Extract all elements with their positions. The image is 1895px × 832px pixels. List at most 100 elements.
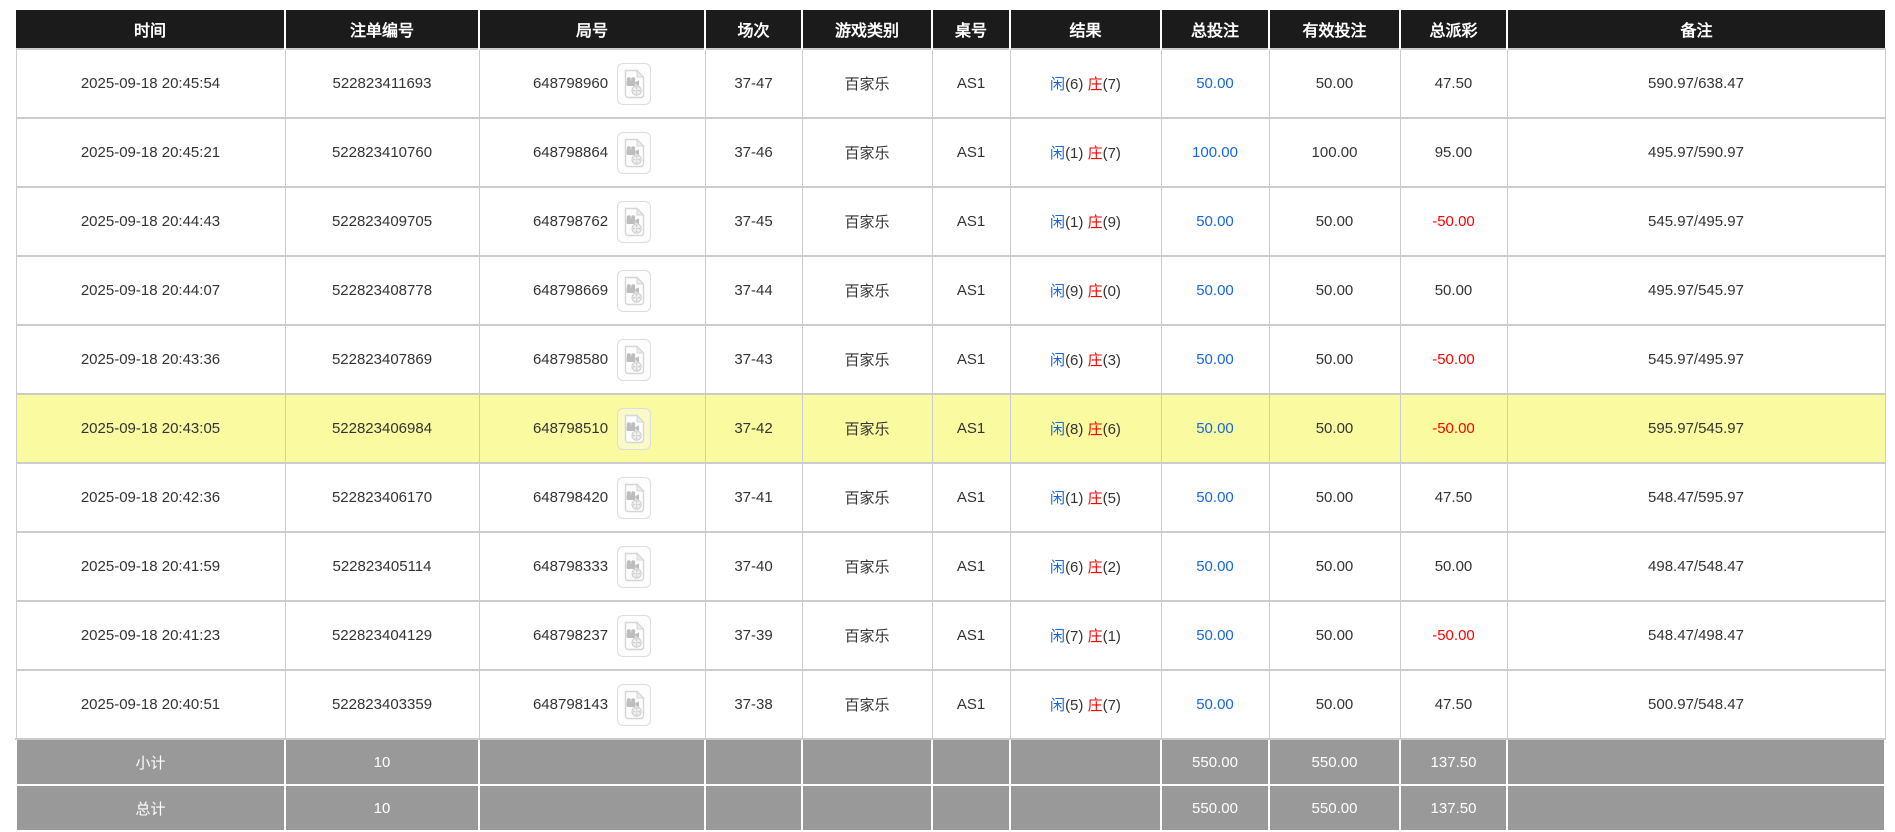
video-replay-button[interactable] (617, 62, 652, 105)
player-result-score: (6) (1065, 559, 1084, 576)
session-cell: 37-41 (704, 462, 803, 533)
total-bet-cell[interactable]: 50.00 (1160, 324, 1270, 395)
column-header-total-payout: 总派彩 (1399, 10, 1508, 49)
table-row[interactable]: 2025-09-18 20:40:51 522823403359 6487981… (15, 669, 1886, 740)
column-header-table-no: 桌号 (931, 10, 1011, 49)
result-cell: 闲(5) 庄(7) (1009, 669, 1162, 740)
subtotal-empty-cell (704, 739, 803, 786)
video-replay-button[interactable] (617, 269, 652, 312)
player-result-score: (1) (1065, 145, 1084, 162)
total-bet-cell[interactable]: 50.00 (1160, 531, 1270, 602)
video-replay-button[interactable] (617, 338, 652, 381)
bet-id-cell: 522823409705 (284, 186, 480, 257)
player-result-label: 闲 (1050, 145, 1066, 162)
player-result-label: 闲 (1050, 76, 1066, 93)
banker-result-score: (9) (1102, 214, 1121, 231)
bet-id-cell: 522823404129 (284, 600, 480, 671)
bet-id-cell: 522823406170 (284, 462, 480, 533)
result-cell: 闲(1) 庄(7) (1009, 117, 1162, 188)
total-bet-cell[interactable]: 50.00 (1160, 462, 1270, 533)
time-cell: 2025-09-18 20:45:54 (15, 48, 286, 119)
table-row[interactable]: 2025-09-18 20:44:43 522823409705 6487987… (15, 186, 1886, 257)
video-replay-button[interactable] (617, 476, 652, 519)
grand-total-empty-cell (801, 784, 933, 832)
table-row[interactable]: 2025-09-18 20:45:54 522823411693 6487989… (15, 48, 1886, 119)
video-replay-button[interactable] (617, 683, 652, 726)
game-type-cell: 百家乐 (801, 600, 933, 671)
player-result-score: (5) (1065, 697, 1084, 714)
total-bet-cell[interactable]: 50.00 (1160, 255, 1270, 326)
remark-cell: 495.97/590.97 (1506, 117, 1886, 188)
video-replay-button[interactable] (617, 200, 652, 243)
subtotal-valid-bet: 550.00 (1268, 739, 1401, 786)
grand-total-empty-cell (478, 784, 706, 832)
round-id-cell: 648798864 (478, 117, 706, 188)
video-replay-button[interactable] (617, 614, 652, 657)
banker-result-label: 庄 (1087, 145, 1103, 162)
remark-cell: 495.97/545.97 (1506, 255, 1886, 326)
result-cell: 闲(6) 庄(2) (1009, 531, 1162, 602)
column-header-game-type: 游戏类别 (801, 10, 933, 49)
table-row[interactable]: 2025-09-18 20:41:59 522823405114 6487983… (15, 531, 1886, 602)
player-result-label: 闲 (1050, 559, 1066, 576)
time-cell: 2025-09-18 20:44:07 (15, 255, 286, 326)
grand-total-empty-cell (704, 784, 803, 832)
round-id-cell: 648798762 (478, 186, 706, 257)
subtotal-empty-cell (801, 739, 933, 786)
game-type-cell: 百家乐 (801, 186, 933, 257)
time-cell: 2025-09-18 20:43:36 (15, 324, 286, 395)
round-id-value: 648798960 (532, 75, 609, 92)
game-type-cell: 百家乐 (801, 48, 933, 119)
banker-result-label: 庄 (1087, 76, 1103, 93)
subtotal-total-bet: 550.00 (1160, 739, 1270, 786)
total-payout-cell: 47.50 (1399, 462, 1508, 533)
banker-result-label: 庄 (1087, 628, 1103, 645)
grand-total-empty-cell (1506, 784, 1886, 832)
table-row[interactable]: 2025-09-18 20:44:07 522823408778 6487986… (15, 255, 1886, 326)
remark-cell: 595.97/545.97 (1506, 393, 1886, 464)
subtotal-total-payout: 137.50 (1399, 739, 1508, 786)
total-bet-cell[interactable]: 50.00 (1160, 186, 1270, 257)
video-replay-button[interactable] (617, 545, 652, 588)
round-id-value: 648798669 (532, 282, 609, 299)
video-replay-button[interactable] (617, 407, 652, 450)
remark-cell: 548.47/595.97 (1506, 462, 1886, 533)
video-file-icon (624, 137, 645, 167)
table-row[interactable]: 2025-09-18 20:45:21 522823410760 6487988… (15, 117, 1886, 188)
player-result-label: 闲 (1050, 214, 1066, 231)
column-header-total-bet: 总投注 (1160, 10, 1270, 49)
valid-bet-cell: 50.00 (1268, 255, 1401, 326)
banker-result-label: 庄 (1087, 490, 1103, 507)
remark-cell: 545.97/495.97 (1506, 324, 1886, 395)
table-row[interactable]: 2025-09-18 20:42:36 522823406170 6487984… (15, 462, 1886, 533)
remark-cell: 545.97/495.97 (1506, 186, 1886, 257)
total-bet-cell[interactable]: 100.00 (1160, 117, 1270, 188)
game-type-cell: 百家乐 (801, 255, 933, 326)
bet-records-table: 时间 注单编号 局号 场次 游戏类别 桌号 结果 总投注 有效投注 总派彩 备注… (15, 10, 1886, 832)
player-result-label: 闲 (1050, 490, 1066, 507)
subtotal-empty-cell (931, 739, 1011, 786)
video-replay-button[interactable] (617, 131, 652, 174)
result-cell: 闲(8) 庄(6) (1009, 393, 1162, 464)
total-bet-cell[interactable]: 50.00 (1160, 600, 1270, 671)
table-row[interactable]: 2025-09-18 20:41:23 522823404129 6487982… (15, 600, 1886, 671)
round-id-value: 648798580 (532, 351, 609, 368)
valid-bet-cell: 100.00 (1268, 117, 1401, 188)
total-bet-cell[interactable]: 50.00 (1160, 48, 1270, 119)
table-header: 时间 注单编号 局号 场次 游戏类别 桌号 结果 总投注 有效投注 总派彩 备注 (16, 10, 1885, 49)
game-type-cell: 百家乐 (801, 462, 933, 533)
total-bet-cell[interactable]: 50.00 (1160, 393, 1270, 464)
valid-bet-cell: 50.00 (1268, 186, 1401, 257)
table-row[interactable]: 2025-09-18 20:43:05 522823406984 6487985… (15, 393, 1886, 464)
session-cell: 37-38 (704, 669, 803, 740)
session-cell: 37-42 (704, 393, 803, 464)
round-id-value: 648798420 (532, 489, 609, 506)
table-no-cell: AS1 (931, 600, 1011, 671)
table-row[interactable]: 2025-09-18 20:43:36 522823407869 6487985… (15, 324, 1886, 395)
subtotal-count: 10 (284, 739, 480, 786)
total-payout-cell: 95.00 (1399, 117, 1508, 188)
column-header-valid-bet: 有效投注 (1268, 10, 1401, 49)
table-no-cell: AS1 (931, 669, 1011, 740)
total-bet-cell[interactable]: 50.00 (1160, 669, 1270, 740)
